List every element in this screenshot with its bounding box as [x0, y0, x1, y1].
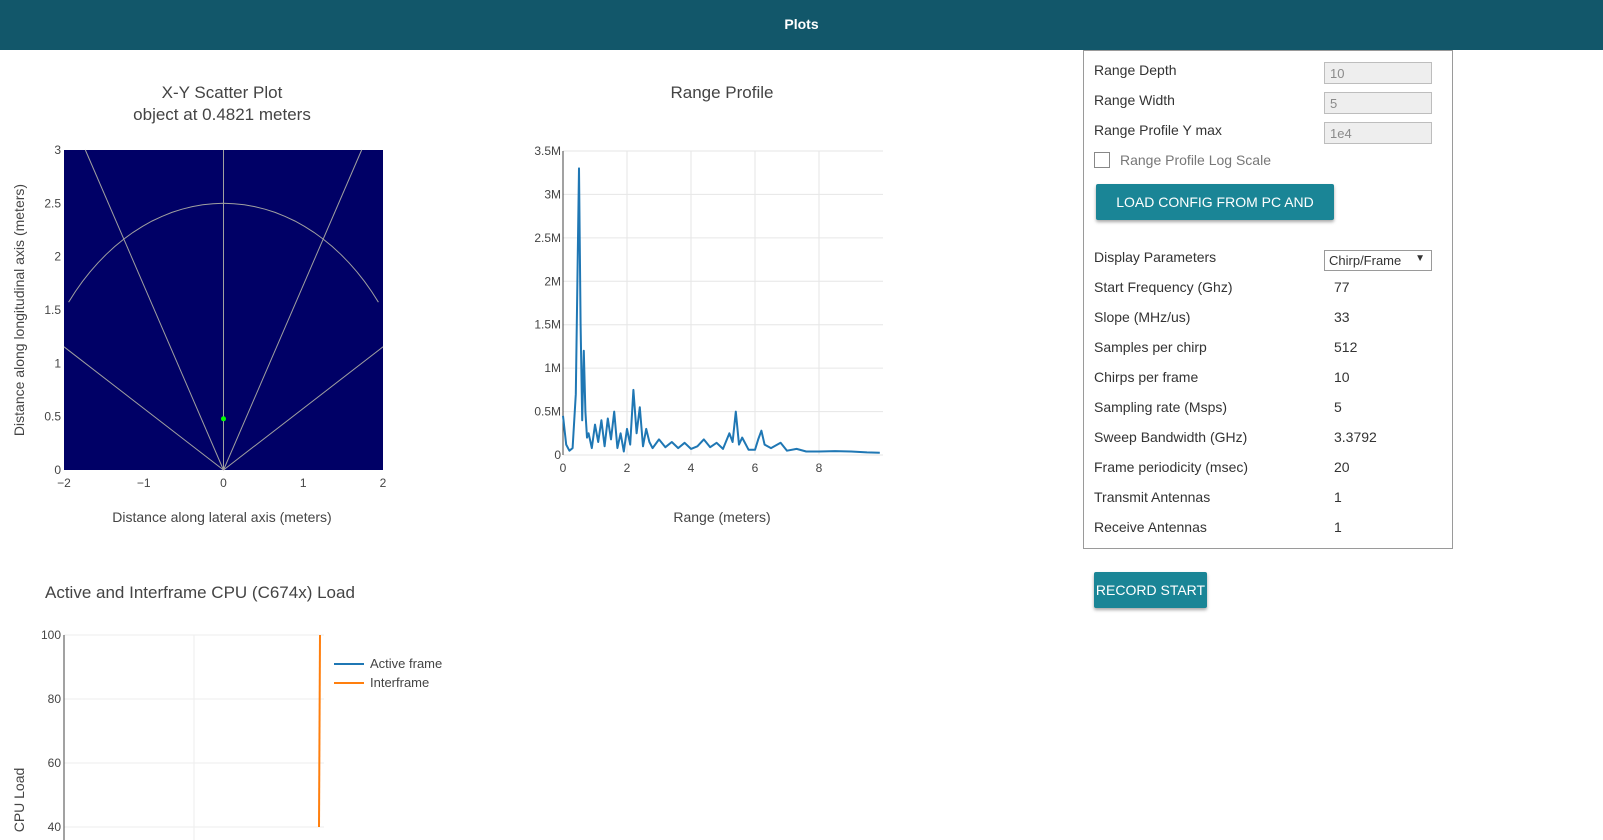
param-value: 77	[1334, 279, 1350, 295]
scatter-y-tick: 0	[54, 463, 61, 477]
scatter-y-tick: 1	[54, 356, 61, 370]
cpu-y-tick: 80	[48, 692, 62, 706]
scatter-x-tick: 2	[380, 476, 387, 490]
param-value: 10	[1334, 369, 1350, 385]
scatter-x-ticks: −2 −1 0 1 2	[57, 476, 387, 490]
scatter-angle-line	[63, 346, 224, 471]
scatter-y-ticks: 0 0.5 1 1.5 2 2.5 3	[44, 143, 61, 477]
param-value: 20	[1334, 459, 1350, 475]
legend-label-active: Active frame	[370, 656, 442, 671]
range-y-tick: 3M	[544, 187, 561, 201]
scatter-range-lines	[63, 149, 384, 471]
scatter-angle-line	[223, 149, 363, 471]
range-x-tick: 4	[688, 461, 695, 475]
scatter-subtitle: object at 0.4821 meters	[133, 105, 311, 124]
param-label: Frame periodicity (msec)	[1094, 459, 1249, 475]
range-width-label: Range Width	[1094, 92, 1175, 108]
cpu-load-plot: Active and Interframe CPU (C674x) Load 4…	[11, 583, 442, 840]
display-params-label: Display Parameters	[1094, 249, 1217, 265]
range-y-tick: 1.5M	[534, 318, 561, 332]
log-scale-checkbox[interactable]	[1094, 152, 1110, 168]
param-value: 3.3792	[1334, 429, 1377, 445]
cpu-title: Active and Interframe CPU (C674x) Load	[45, 583, 355, 602]
range-y-tick: 3.5M	[534, 144, 561, 158]
record-start-button[interactable]: RECORD START	[1094, 572, 1207, 608]
scatter-x-tick: −1	[137, 476, 151, 490]
param-value: 1	[1334, 519, 1342, 535]
top-bar: Plots	[0, 0, 1603, 50]
scatter-x-tick: 1	[300, 476, 307, 490]
range-y-tick: 0.5M	[534, 405, 561, 419]
param-label: Sweep Bandwidth (GHz)	[1094, 429, 1248, 445]
scatter-x-tick: 0	[220, 476, 227, 490]
scatter-xlabel: Distance along lateral axis (meters)	[112, 509, 331, 525]
cpu-y-tick: 100	[41, 628, 61, 642]
cpu-ylabel: CPU Load	[11, 768, 27, 833]
param-label: Slope (MHz/us)	[1094, 309, 1191, 325]
param-label: Transmit Antennas	[1094, 489, 1211, 505]
scatter-ylabel: Distance along longitudinal axis (meters…	[11, 184, 27, 436]
scatter-points	[221, 416, 226, 422]
range-x-tick: 6	[752, 461, 759, 475]
scatter-y-tick: 2	[54, 250, 61, 264]
load-config-button[interactable]: LOAD CONFIG FROM PC AND SEND	[1096, 184, 1334, 246]
range-width-input[interactable]: 5	[1324, 92, 1432, 114]
range-y-tick: 2M	[544, 274, 561, 288]
range-title: Range Profile	[670, 83, 773, 102]
legend-label-interframe: Interframe	[370, 675, 429, 690]
param-value: 33	[1334, 309, 1350, 325]
cpu-legend: Active frame Interframe	[334, 656, 442, 690]
range-xlabel: Range (meters)	[673, 509, 770, 525]
chevron-down-icon: ▼	[1415, 253, 1425, 264]
scatter-angle-line	[223, 346, 384, 471]
cpu-y-tick: 40	[48, 820, 62, 834]
range-profile-line	[562, 167, 880, 454]
param-label: Samples per chirp	[1094, 339, 1207, 355]
cpu-grid	[63, 634, 324, 840]
param-value: 1	[1334, 489, 1342, 505]
param-label: Start Frequency (Ghz)	[1094, 279, 1233, 295]
param-value: 512	[1334, 339, 1358, 355]
range-ymax-input[interactable]: 1e4	[1324, 122, 1432, 144]
range-grid	[562, 150, 883, 456]
cpu-y-tick: 60	[48, 756, 62, 770]
cpu-y-ticks: 40 60 80 100	[41, 628, 61, 834]
scatter-angle-line	[84, 149, 224, 471]
scatter-y-tick: 3	[54, 143, 61, 157]
param-label: Receive Antennas	[1094, 519, 1207, 535]
display-params-value: Chirp/Frame	[1329, 253, 1402, 268]
range-y-tick: 2.5M	[534, 231, 561, 245]
scatter-y-tick: 0.5	[44, 410, 61, 424]
scatter-point	[221, 416, 226, 422]
display-params-select[interactable]: Chirp/Frame ▼	[1324, 250, 1432, 271]
param-label: Sampling rate (Msps)	[1094, 399, 1228, 415]
range-depth-label: Range Depth	[1094, 62, 1177, 78]
param-label: Chirps per frame	[1094, 369, 1199, 385]
param-value: 5	[1334, 399, 1342, 415]
range-y-tick: 1M	[544, 361, 561, 375]
range-x-tick: 8	[816, 461, 823, 475]
range-y-tick: 0	[554, 448, 561, 462]
page-title: Plots	[784, 16, 819, 32]
range-depth-input[interactable]: 10	[1324, 62, 1432, 84]
log-scale-label: Range Profile Log Scale	[1120, 152, 1271, 168]
xy-scatter-plot: X-Y Scatter Plot object at 0.4821 meters…	[11, 83, 387, 525]
scatter-x-tick: −2	[57, 476, 71, 490]
range-y-ticks: 0 0.5M 1M 1.5M 2M 2.5M 3M 3.5M	[534, 144, 561, 462]
range-x-ticks: 0 2 4 6 8	[560, 461, 823, 475]
range-x-tick: 0	[560, 461, 567, 475]
range-ymax-label: Range Profile Y max	[1094, 122, 1222, 138]
scatter-range-arc	[68, 202, 379, 303]
scatter-y-tick: 1.5	[44, 303, 61, 317]
cpu-interframe-line	[318, 634, 321, 828]
range-x-tick: 2	[624, 461, 631, 475]
scatter-y-tick: 2.5	[44, 196, 61, 210]
scatter-title: X-Y Scatter Plot	[162, 83, 283, 102]
range-profile-plot: Range Profile 0 0.5M 1M 1.5M 2M 2.5M 3M 3.5M 0 2…	[534, 83, 883, 525]
config-panel: Range Depth 10 Range Width 5 Range Profi…	[1083, 50, 1453, 549]
